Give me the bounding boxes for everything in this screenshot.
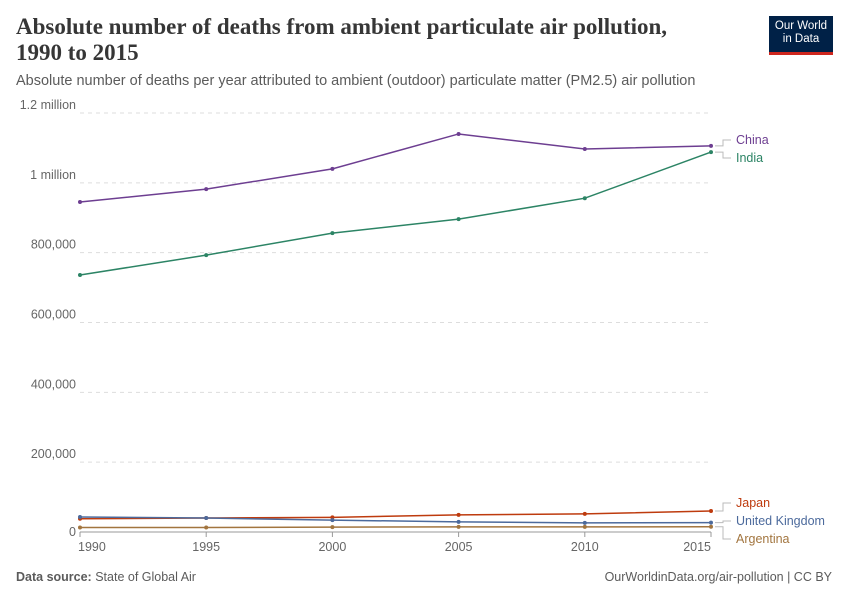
chart-subtitle: Absolute number of deaths per year attri… bbox=[16, 73, 696, 89]
label-connector bbox=[715, 502, 731, 512]
x-tick-label: 1995 bbox=[192, 540, 220, 554]
data-point bbox=[330, 515, 335, 520]
x-tick-label: 2015 bbox=[683, 540, 711, 554]
series-line-argentina bbox=[80, 526, 712, 529]
data-point bbox=[204, 516, 209, 521]
footer-url[interactable]: OurWorldinData.org/air-pollution | CC BY bbox=[604, 570, 832, 584]
data-point bbox=[78, 200, 82, 205]
data-point bbox=[709, 509, 713, 514]
data-point bbox=[456, 131, 461, 136]
source-label: Data source: bbox=[16, 570, 92, 584]
data-point bbox=[709, 520, 713, 525]
data-point bbox=[330, 518, 335, 523]
x-tick-label: 1990 bbox=[78, 540, 106, 554]
data-point bbox=[582, 524, 587, 529]
data-point bbox=[330, 231, 335, 236]
data-point bbox=[582, 146, 587, 151]
y-tick-label: 1 million bbox=[30, 168, 76, 182]
data-point bbox=[582, 196, 587, 201]
data-point bbox=[330, 166, 335, 171]
data-point bbox=[204, 525, 209, 530]
data-point bbox=[78, 273, 82, 278]
series-label: India bbox=[736, 151, 763, 165]
series-label: United Kingdom bbox=[736, 514, 825, 528]
y-tick-label: 1.2 million bbox=[20, 98, 76, 112]
y-tick-label: 200,000 bbox=[31, 447, 76, 461]
label-connector bbox=[715, 151, 731, 159]
data-point bbox=[456, 524, 461, 529]
owid-logo[interactable]: Our World in Data bbox=[769, 16, 833, 55]
data-point bbox=[709, 143, 713, 148]
label-connector bbox=[715, 526, 731, 540]
series-line-india bbox=[79, 151, 712, 276]
data-source: Data source: State of Global Air bbox=[16, 570, 196, 584]
series-line-china bbox=[79, 133, 712, 203]
series-label: Argentina bbox=[736, 532, 790, 546]
data-point bbox=[456, 512, 461, 517]
data-point bbox=[582, 520, 587, 525]
series-line-united-kingdom bbox=[79, 516, 712, 524]
source-link[interactable]: State of Global Air bbox=[95, 570, 196, 584]
data-point bbox=[204, 187, 209, 192]
y-tick-label: 800,000 bbox=[31, 238, 76, 252]
data-point bbox=[709, 150, 713, 155]
x-tick-label: 2005 bbox=[445, 540, 473, 554]
y-tick-label: 400,000 bbox=[31, 377, 76, 391]
y-tick-label: 0 bbox=[69, 525, 76, 539]
x-tick-label: 2000 bbox=[318, 540, 346, 554]
data-point bbox=[456, 217, 461, 222]
label-connector bbox=[715, 139, 731, 147]
series-label: Japan bbox=[736, 496, 770, 510]
series-label: China bbox=[736, 133, 769, 147]
data-point bbox=[204, 253, 209, 258]
label-connector bbox=[715, 520, 731, 524]
x-tick-label: 2010 bbox=[571, 540, 599, 554]
chart-title: Absolute number of deaths from ambient p… bbox=[16, 14, 668, 65]
data-point bbox=[582, 511, 587, 516]
data-point bbox=[78, 525, 82, 530]
data-point bbox=[456, 519, 461, 524]
data-point bbox=[78, 514, 82, 519]
data-point bbox=[709, 524, 713, 529]
y-tick-label: 600,000 bbox=[31, 308, 76, 322]
data-point bbox=[330, 525, 335, 530]
